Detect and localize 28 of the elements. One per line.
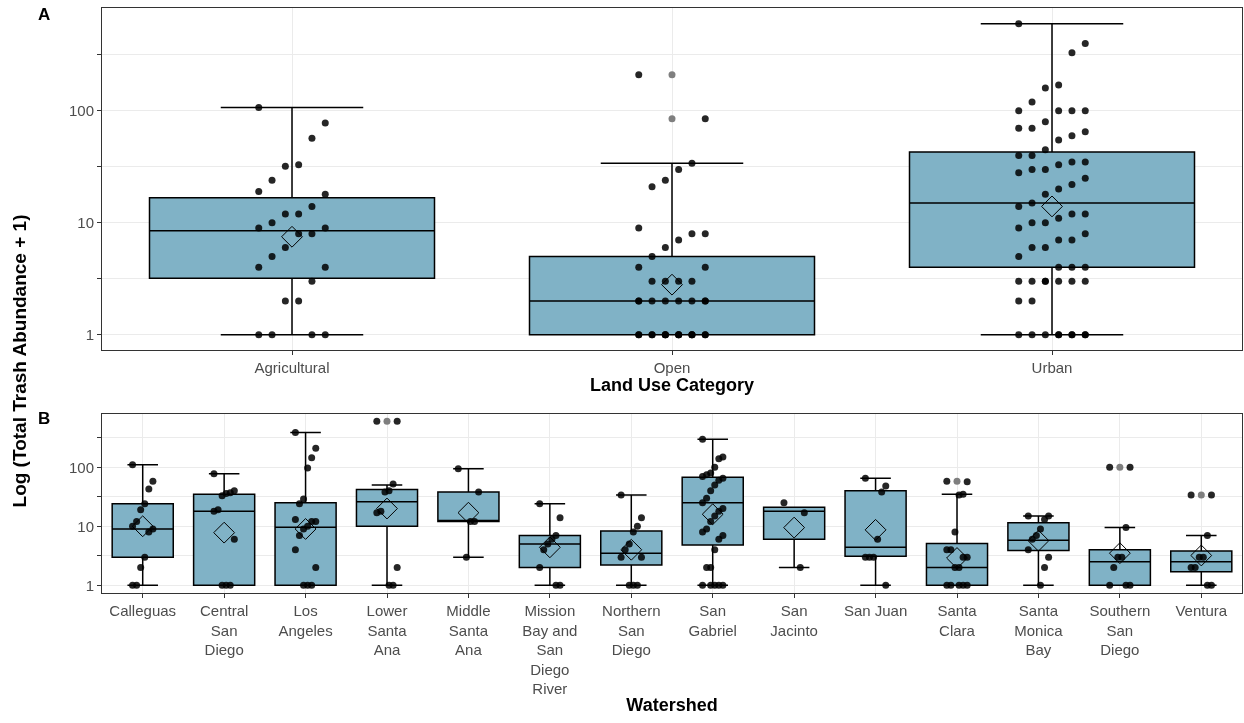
x-tick-label: Northern San Diego <box>602 602 661 658</box>
chart-title: A <box>38 4 51 24</box>
x-tick-label: Southern San Diego <box>1089 602 1151 658</box>
x-tick-label: San Juan <box>843 602 908 619</box>
x-axis-title: Watershed <box>626 695 718 716</box>
x-axis-title: Land Use Category <box>589 375 755 395</box>
x-tick-label: Santa Clara <box>937 602 978 639</box>
x-tick-label: San Jacinto <box>770 602 818 639</box>
y-tick-label: 100 <box>68 458 94 476</box>
x-tick-label: Agricultural <box>254 359 330 376</box>
x-tick-label: Urban <box>1031 359 1073 376</box>
y-tick-label: 100 <box>68 102 94 120</box>
x-tick-label: Central San Diego <box>199 602 249 658</box>
x-tick-label: Calleguas <box>109 602 177 619</box>
x-tick-label: San Gabriel <box>688 602 737 639</box>
x-tick-label: Los Angeles <box>278 602 333 639</box>
x-tick-label: Santa Monica Bay <box>1014 602 1064 658</box>
x-tick-label: Ventura <box>1175 602 1228 619</box>
y-tick-label: 1 <box>85 576 94 594</box>
x-tick-label: Mission Bay and San Diego River <box>522 602 578 697</box>
x-tick-label: Lower Santa Ana <box>366 602 408 658</box>
y-tick-label: 1 <box>85 325 94 343</box>
y-tick-label: 10 <box>77 214 94 232</box>
x-tick-label: Middle Santa Ana <box>446 602 491 658</box>
y-tick-label: 10 <box>77 517 94 535</box>
y-axis-title: Log (Total Trash Abundance + 1) <box>9 214 31 508</box>
chart-title: B <box>38 408 51 428</box>
x-tick-label: Open <box>653 359 691 376</box>
